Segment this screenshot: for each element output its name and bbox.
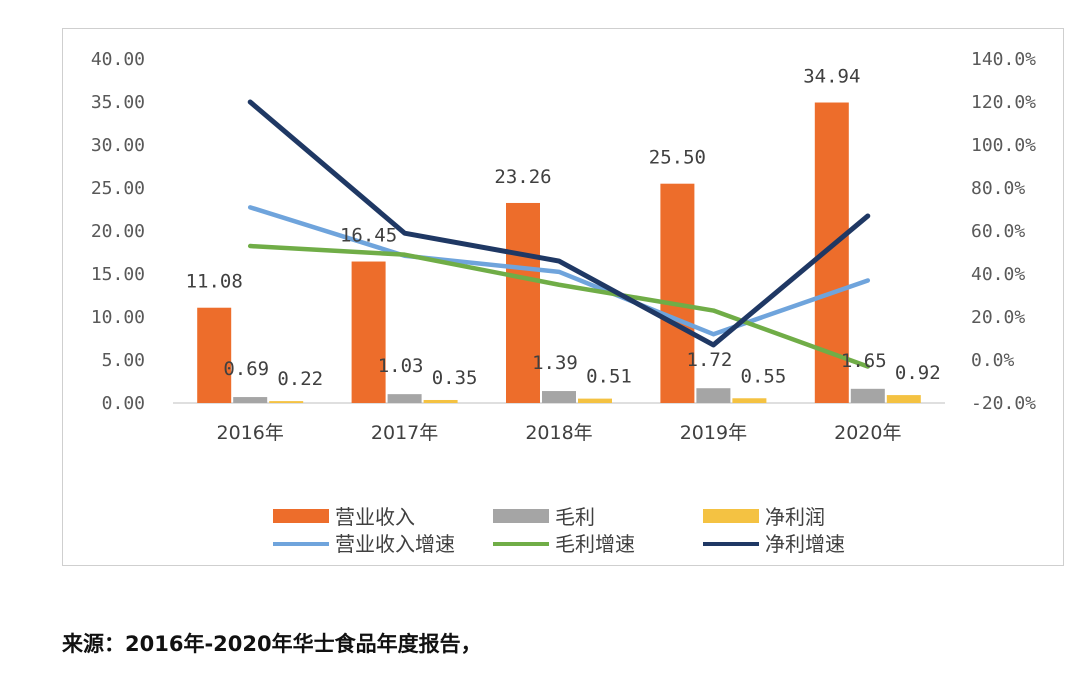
- y-right-tick-label: 60.0%: [971, 221, 1025, 242]
- bar-data-label: 1.39: [532, 352, 578, 374]
- bar-net-profit: [886, 395, 921, 403]
- data-label-layer: 11.08 16.45 23.26 25.50 34.94 0.69 1.03 1.39 1.7…: [186, 66, 941, 391]
- bar-data-label: 34.94: [803, 66, 860, 88]
- chart-frame: 0.00 5.00 10.00 15.00 20.00 25.00 30.00 35.00 40…: [62, 28, 1064, 566]
- bar-data-label: 1.03: [378, 355, 424, 377]
- bar-data-label: 0.22: [277, 368, 323, 390]
- bar-data-label: 0.55: [741, 365, 787, 387]
- y-right-tick-label: 100.0%: [971, 135, 1036, 156]
- bar-data-label: 1.65: [841, 350, 887, 372]
- bar-revenue: [506, 202, 540, 403]
- legend-label: 营业收入: [335, 505, 415, 529]
- bar-revenue: [197, 307, 232, 403]
- x-category-label: 2020年: [834, 422, 901, 444]
- x-category-label: 2017年: [371, 422, 438, 444]
- y-left-tick-label: 30.00: [91, 135, 145, 156]
- legend-swatch: [703, 509, 759, 523]
- bar-data-label: 16.45: [340, 225, 397, 247]
- bar-gross-profit: [850, 388, 885, 403]
- gross-profit-growth-line: [247, 243, 871, 369]
- x-category-label: 2018年: [525, 422, 592, 444]
- bar-data-label: 23.26: [494, 166, 551, 188]
- bar-net-profit: [269, 401, 304, 403]
- y-left-tick-label: 10.00: [91, 307, 145, 328]
- combo-chart: 0.00 5.00 10.00 15.00 20.00 25.00 30.00 35.00 40…: [91, 49, 1036, 556]
- revenue-growth-line: [247, 205, 871, 337]
- y-left-tick-label: 40.00: [91, 49, 145, 70]
- legend-swatch: [493, 509, 549, 523]
- bar-data-label: 25.50: [649, 147, 706, 169]
- y-right-tick-label: 20.0%: [971, 307, 1025, 328]
- source-note: 来源：2016年-2020年华士食品年度报告，: [62, 632, 482, 656]
- bar-gross-profit: [233, 397, 268, 403]
- legend-swatch: [273, 509, 329, 523]
- y-left-tick-label: 35.00: [91, 92, 145, 113]
- y-right-tick-label: 0.0%: [971, 350, 1015, 371]
- y-left-tick-label: 15.00: [91, 264, 145, 285]
- line-layer: [247, 99, 871, 369]
- x-category-label: 2016年: [217, 422, 284, 444]
- y-right-tick-label: 140.0%: [971, 49, 1036, 70]
- bar-revenue: [660, 183, 695, 403]
- legend-label: 毛利: [555, 505, 595, 529]
- axis-layer: 0.00 5.00 10.00 15.00 20.00 25.00 30.00 35.00 40…: [91, 49, 1036, 444]
- bar-gross-profit: [696, 388, 731, 403]
- y-left-tick-label: 5.00: [102, 350, 145, 371]
- bar-data-label: 0.51: [586, 366, 632, 388]
- bar-net-profit: [423, 399, 458, 403]
- y-right-tick-label: 120.0%: [971, 92, 1036, 113]
- bar-gross-profit: [542, 391, 576, 403]
- bar-data-label: 0.92: [895, 362, 941, 384]
- y-right-tick-label: 40.0%: [971, 264, 1025, 285]
- y-left-tick-label: 0.00: [102, 393, 145, 414]
- bar-data-label: 0.35: [432, 367, 478, 389]
- y-right-tick-label: -20.0%: [971, 393, 1036, 414]
- legend-label: 毛利增速: [555, 532, 635, 556]
- y-right-tick-label: 80.0%: [971, 178, 1025, 199]
- bar-data-label: 1.72: [687, 349, 733, 371]
- legend-label: 净利增速: [765, 532, 845, 556]
- bar-gross-profit: [387, 394, 422, 403]
- legend-label: 净利润: [765, 505, 825, 529]
- net-profit-growth-line: [247, 99, 871, 348]
- bar-data-label: 11.08: [186, 271, 243, 293]
- x-category-label: 2019年: [680, 422, 747, 444]
- bar-net-profit: [732, 398, 767, 403]
- bar-net-profit: [578, 398, 612, 403]
- legend-label: 营业收入增速: [335, 532, 455, 556]
- bar-data-label: 0.69: [223, 358, 269, 380]
- y-left-tick-label: 25.00: [91, 178, 145, 199]
- bar-revenue: [351, 261, 386, 403]
- y-left-tick-label: 20.00: [91, 221, 145, 242]
